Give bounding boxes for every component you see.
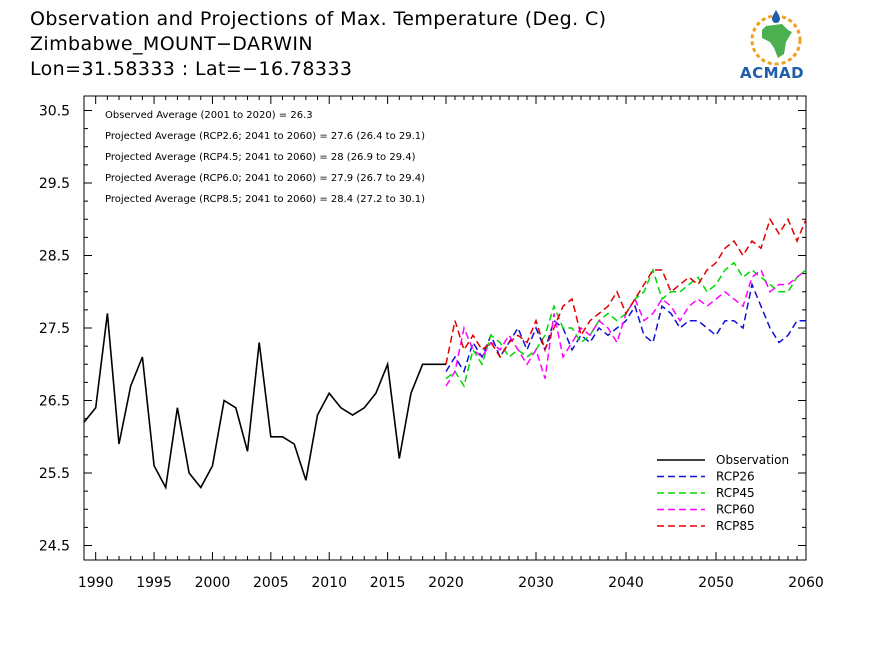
legend: Observation RCP26 RCP45 RCP60 RCP85 — [657, 453, 789, 533]
x-tick-label: 2010 — [311, 575, 347, 591]
x-tick-label: 2040 — [608, 575, 644, 591]
series-line-rcp85 — [445, 217, 807, 365]
annotation-rcp60: Projected Average (RCP6.0; 2041 to 2060)… — [105, 173, 425, 184]
y-tick-label: 25.5 — [39, 466, 70, 482]
legend-label-rcp45: RCP45 — [716, 486, 755, 500]
series-line-observation — [83, 313, 446, 491]
y-tick-label: 24.5 — [39, 539, 70, 555]
x-tick-label: 1990 — [78, 575, 114, 591]
africa-map-icon — [750, 10, 802, 66]
acmad-logo — [750, 10, 802, 66]
chart-title: Observation and Projections of Max. Temp… — [30, 8, 607, 30]
x-tick-label: 2050 — [698, 575, 734, 591]
series-layer — [83, 217, 807, 491]
y-tick-label: 27.5 — [39, 321, 70, 337]
legend-label-rcp26: RCP26 — [716, 470, 755, 484]
x-tick-label: 2020 — [428, 575, 464, 591]
legend-label-rcp60: RCP60 — [716, 503, 755, 517]
series-line-rcp26 — [445, 281, 806, 374]
y-tick-label: 29.5 — [39, 176, 70, 192]
y-tick-label: 30.5 — [39, 104, 70, 120]
annotation-rcp85: Projected Average (RCP8.5; 2041 to 2060)… — [105, 194, 425, 205]
logo-text: ACMAD — [740, 64, 805, 82]
x-tick-label: 1995 — [136, 575, 172, 591]
legend-label-observation: Observation — [716, 453, 789, 467]
x-tick-label: 2015 — [370, 575, 406, 591]
annotation-rcp26: Projected Average (RCP2.6; 2041 to 2060)… — [105, 131, 425, 142]
x-tick-label: 2005 — [253, 575, 289, 591]
station-name: Zimbabwe_MOUNT−DARWIN — [30, 33, 314, 55]
plot-frame — [83, 95, 807, 561]
coordinates: Lon=31.58333 : Lat=−16.78333 — [30, 58, 353, 80]
x-axis: 1990 1995 2000 2005 2010 2015 2020 2030 2040 2050… — [78, 96, 824, 591]
annotation-rcp45: Projected Average (RCP4.5; 2041 to 2060)… — [105, 152, 416, 163]
y-axis: 24.5 25.5 26.5 27.5 28.5 29.5 30.5 — [39, 104, 806, 555]
legend-label-rcp85: RCP85 — [716, 519, 755, 533]
x-tick-label: 2060 — [788, 575, 824, 591]
annotation-box: Observed Average (2001 to 2020) = 26.3 P… — [105, 110, 425, 205]
x-tick-label: 2030 — [518, 575, 554, 591]
series-line-rcp45 — [445, 261, 807, 388]
annotation-observed: Observed Average (2001 to 2020) = 26.3 — [105, 110, 313, 121]
x-tick-label: 2000 — [195, 575, 231, 591]
y-tick-label: 26.5 — [39, 394, 70, 410]
y-tick-label: 28.5 — [39, 249, 70, 265]
